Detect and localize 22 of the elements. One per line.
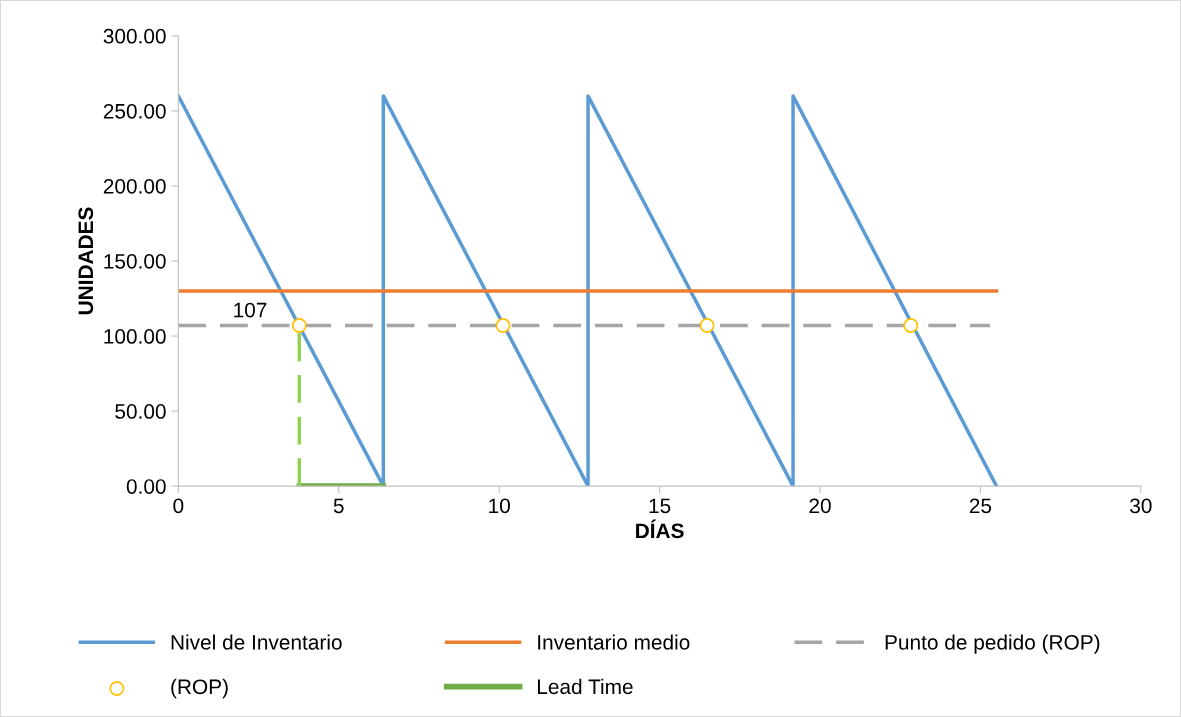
y-tick-label: 150.00 [104, 253, 166, 269]
legend-label: (ROP) [171, 678, 228, 699]
x-tick-label: 25 [969, 498, 992, 514]
x-axis-title: DÍAS [636, 519, 684, 539]
y-axis-title: UNIDADES [78, 207, 94, 315]
legend-label: Inventario medio [538, 634, 690, 650]
y-tick-label: 0.00 [126, 479, 166, 494]
x-tick-label: 0 [173, 498, 184, 514]
y-tick-label: 200.00 [103, 178, 166, 194]
x-tick-label: 5 [333, 498, 344, 514]
annotation: 107 [234, 302, 267, 318]
x-tick-label: 15 [649, 498, 671, 514]
x-tick-label: 10 [489, 498, 510, 514]
y-tick-label: 50.00 [115, 404, 166, 419]
y-tick-label: 300.00 [103, 28, 166, 44]
legend-label: Nivel de Inventario [171, 634, 342, 650]
y-tick-label: 100.00 [104, 329, 166, 344]
legend-label: Punto de pedido (ROP) [885, 634, 1100, 654]
legend-label: Lead Time [537, 678, 633, 695]
x-tick-label: 30 [1130, 498, 1152, 514]
x-tick-label: 20 [809, 498, 831, 514]
y-tick-label: 250.00 [103, 103, 166, 119]
